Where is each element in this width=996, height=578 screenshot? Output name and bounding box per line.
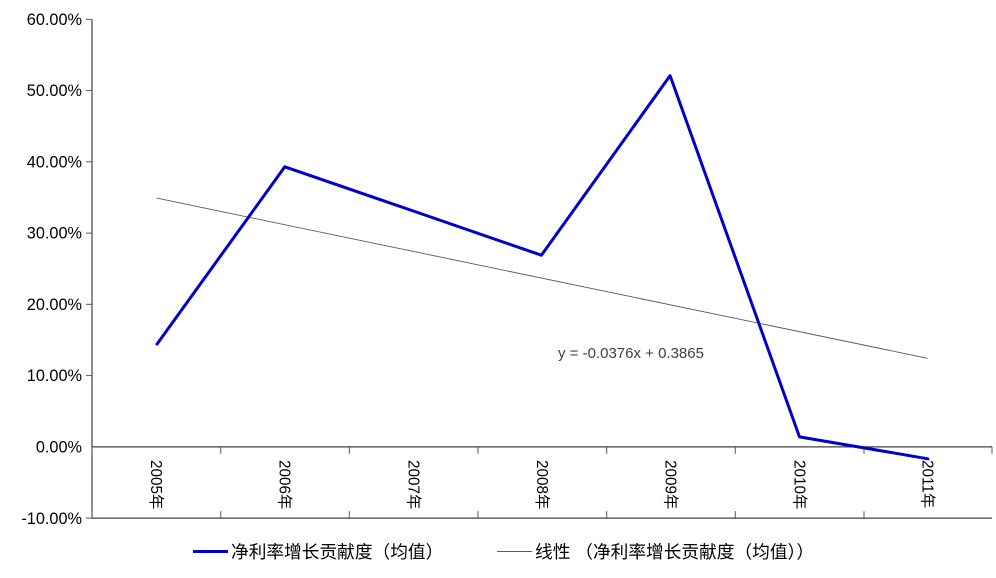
svg-text:50.00%: 50.00%	[27, 82, 82, 100]
svg-text:y = -0.0376x + 0.3865: y = -0.0376x + 0.3865	[558, 345, 704, 362]
svg-text:2009年: 2009年	[662, 460, 679, 509]
svg-text:20.00%: 20.00%	[27, 296, 82, 314]
svg-text:2007年: 2007年	[404, 460, 421, 509]
svg-text:2005年: 2005年	[147, 460, 164, 509]
svg-text:2011年: 2011年	[919, 460, 936, 508]
svg-text:-10.00%: -10.00%	[21, 510, 82, 528]
svg-text:0.00%: 0.00%	[36, 439, 82, 457]
svg-text:2008年: 2008年	[533, 460, 550, 509]
svg-text:2010年: 2010年	[790, 460, 807, 509]
svg-text:40.00%: 40.00%	[27, 153, 82, 171]
svg-text:60.00%: 60.00%	[27, 11, 82, 29]
svg-text:30.00%: 30.00%	[27, 225, 82, 243]
svg-text:净利率增长贡献度（均值）: 净利率增长贡献度（均值）	[231, 542, 443, 562]
svg-text:2006年: 2006年	[276, 460, 293, 509]
svg-text:线性 （净利率增长贡献度（均值））: 线性 （净利率增长贡献度（均值））	[535, 542, 814, 562]
svg-text:10.00%: 10.00%	[27, 367, 82, 385]
